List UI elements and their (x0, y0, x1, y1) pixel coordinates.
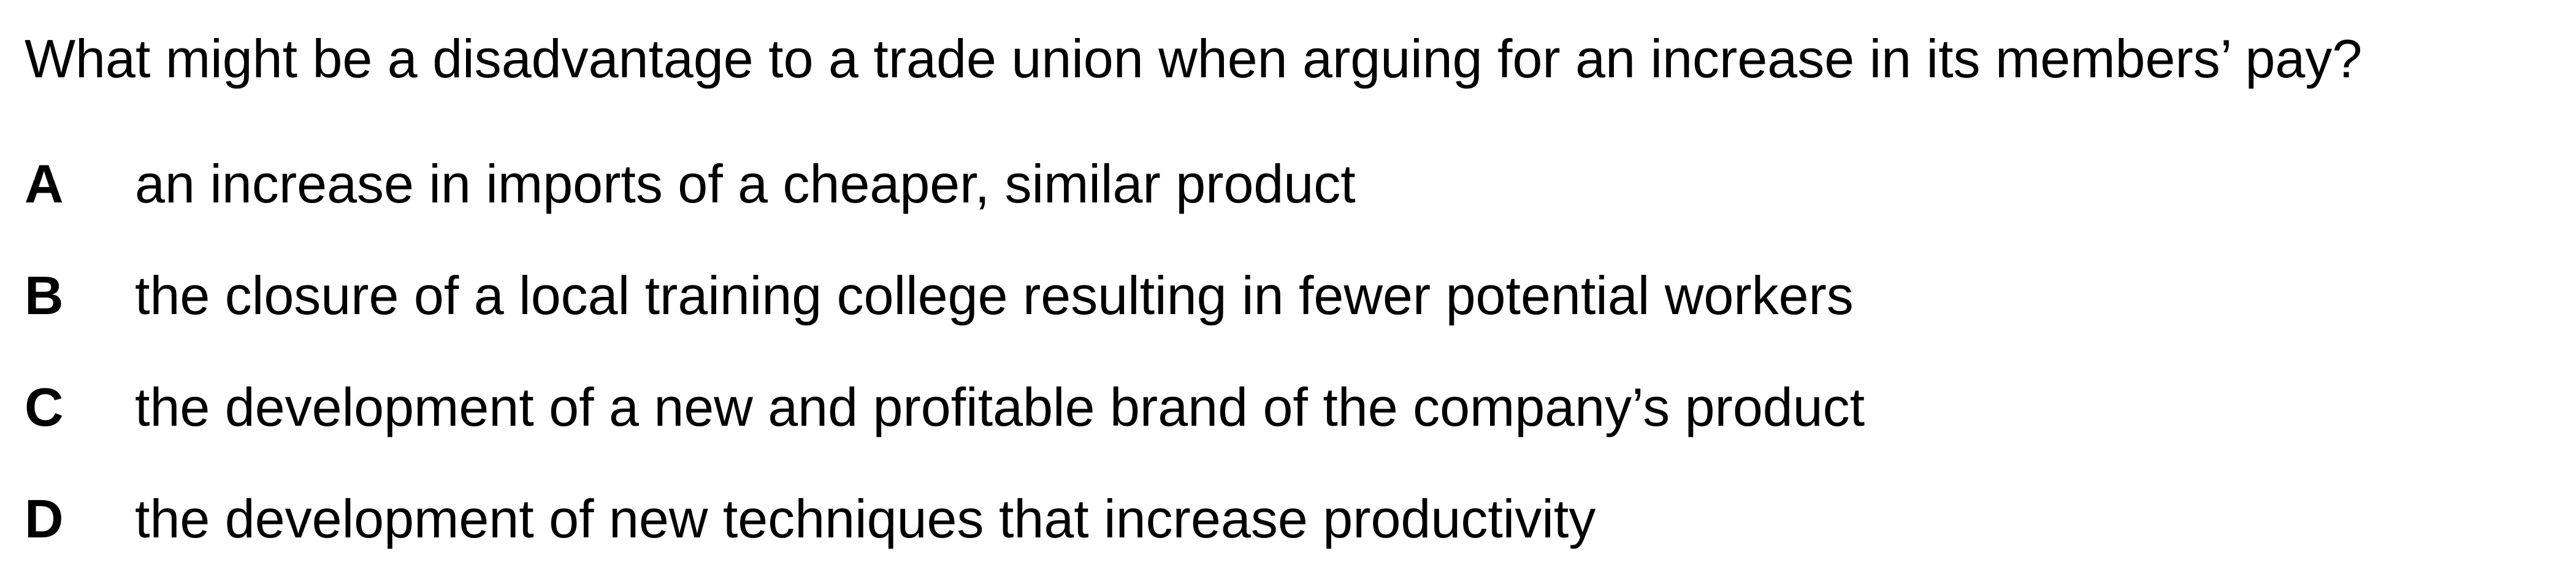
option-text: the development of a new and profitable … (135, 377, 1865, 437)
answer-option-a[interactable]: A an increase in imports of a cheaper, s… (25, 153, 1356, 215)
answer-option-c[interactable]: C the development of a new and profitabl… (25, 377, 1865, 438)
option-letter: B (25, 265, 64, 326)
answer-option-b[interactable]: B the closure of a local training colleg… (25, 265, 1854, 326)
option-text: the development of new techniques that i… (135, 488, 1596, 549)
option-letter: D (25, 488, 64, 549)
option-text: an increase in imports of a cheaper, sim… (135, 153, 1356, 214)
option-letter: C (25, 377, 64, 437)
option-text: the closure of a local training college … (135, 265, 1854, 326)
answer-option-d[interactable]: D the development of new techniques that… (25, 488, 1596, 550)
question-text: What might be a disadvantage to a trade … (25, 28, 2363, 89)
option-letter: A (25, 153, 64, 214)
